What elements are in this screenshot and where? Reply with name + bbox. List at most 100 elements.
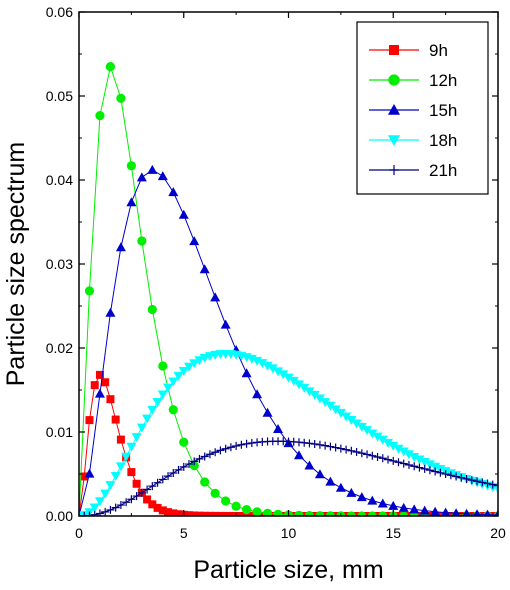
point-15h-40 bbox=[494, 509, 498, 516]
point-15h-38 bbox=[473, 509, 481, 516]
legend-item-9h: 9h bbox=[369, 41, 448, 60]
point-9h-41 bbox=[289, 511, 298, 516]
point-15h-12 bbox=[199, 264, 210, 274]
legend-label-18h: 18h bbox=[429, 131, 457, 150]
point-15h-17 bbox=[252, 389, 263, 399]
point-9h-13 bbox=[143, 495, 152, 504]
point-21h-70 bbox=[441, 470, 450, 479]
point-21h-77 bbox=[478, 478, 487, 487]
point-15h-1 bbox=[84, 468, 95, 478]
point-9h-65 bbox=[415, 512, 424, 516]
point-21h-57 bbox=[373, 452, 382, 461]
point-15h-7 bbox=[147, 164, 158, 174]
y-tick-label-4: 0.04 bbox=[46, 172, 73, 188]
point-15h-19 bbox=[273, 424, 284, 434]
point-9h-45 bbox=[310, 511, 319, 516]
point-21h-8 bbox=[116, 501, 125, 510]
point-18h-17 bbox=[163, 383, 174, 393]
point-21h-14 bbox=[148, 482, 157, 491]
point-21h-15 bbox=[153, 478, 162, 487]
point-21h-76 bbox=[473, 477, 482, 486]
point-15h-10 bbox=[178, 209, 189, 219]
point-12h-11 bbox=[189, 460, 199, 471]
point-18h-65 bbox=[414, 455, 425, 465]
point-12h-9 bbox=[168, 405, 178, 415]
point-21h-44 bbox=[305, 439, 314, 448]
point-12h-10 bbox=[179, 437, 189, 447]
point-12h-5 bbox=[126, 161, 136, 171]
point-21h-56 bbox=[368, 451, 377, 460]
point-9h-7 bbox=[111, 415, 120, 424]
point-21h-27 bbox=[216, 446, 225, 455]
y-axis-title: Particle size spectrum bbox=[2, 142, 30, 387]
point-15h-32 bbox=[409, 504, 420, 514]
point-15h-30 bbox=[388, 500, 399, 510]
point-18h-39 bbox=[278, 370, 289, 380]
point-9h-19 bbox=[174, 510, 183, 516]
point-18h-40 bbox=[283, 373, 294, 383]
point-9h-47 bbox=[321, 512, 330, 516]
point-9h-29 bbox=[226, 511, 235, 516]
point-9h-59 bbox=[384, 512, 393, 516]
point-9h-57 bbox=[373, 512, 382, 516]
point-21h-65 bbox=[415, 463, 424, 472]
x-tick-label-4: 20 bbox=[490, 525, 506, 541]
point-18h-38 bbox=[273, 367, 284, 377]
legend-item-12h: 12h bbox=[369, 71, 457, 90]
point-18h-43 bbox=[299, 383, 310, 393]
point-9h-16 bbox=[158, 506, 167, 515]
point-12h-22 bbox=[304, 510, 315, 516]
point-9h-3 bbox=[90, 381, 99, 390]
point-9h-33 bbox=[247, 511, 256, 516]
point-21h-66 bbox=[420, 464, 429, 473]
point-18h-44 bbox=[304, 387, 315, 397]
point-21h-10 bbox=[127, 495, 136, 504]
point-21h-74 bbox=[462, 474, 471, 483]
point-21h-47 bbox=[321, 441, 330, 450]
point-21h-64 bbox=[410, 462, 419, 471]
point-15h-35 bbox=[440, 507, 451, 516]
point-12h-13 bbox=[210, 488, 220, 498]
point-18h-49 bbox=[330, 405, 341, 415]
point-18h-52 bbox=[346, 415, 357, 425]
point-12h-23 bbox=[315, 511, 325, 516]
point-21h-4 bbox=[95, 509, 104, 516]
point-9h-53 bbox=[352, 512, 361, 516]
point-12h-3 bbox=[105, 62, 116, 72]
point-18h-19 bbox=[173, 371, 184, 381]
point-9h-51 bbox=[342, 512, 351, 516]
point-15h-28 bbox=[367, 495, 378, 505]
point-21h-52 bbox=[347, 446, 356, 455]
point-9h-15 bbox=[153, 503, 162, 512]
point-15h-21 bbox=[293, 450, 304, 460]
point-12h-18 bbox=[262, 508, 273, 516]
point-18h-61 bbox=[393, 444, 404, 454]
series-21h bbox=[79, 437, 498, 516]
point-21h-55 bbox=[363, 450, 372, 459]
point-21h-30 bbox=[232, 441, 241, 450]
point-12h-21 bbox=[294, 510, 304, 516]
y-tick-label-3: 0.03 bbox=[46, 256, 73, 272]
series-line-21h bbox=[79, 440, 498, 516]
point-18h-10 bbox=[126, 442, 137, 452]
point-21h-46 bbox=[315, 440, 324, 449]
x-tick-label-0: 0 bbox=[75, 525, 83, 541]
point-12h-28 bbox=[367, 511, 377, 516]
point-15h-25 bbox=[335, 482, 346, 492]
point-21h-62 bbox=[399, 459, 408, 468]
point-12h-31 bbox=[399, 511, 409, 516]
point-9h-39 bbox=[279, 511, 288, 516]
point-18h-11 bbox=[131, 433, 142, 443]
point-15h-29 bbox=[377, 498, 388, 508]
point-21h-61 bbox=[394, 458, 403, 467]
point-21h-32 bbox=[242, 439, 251, 448]
point-18h-9 bbox=[121, 452, 132, 462]
point-18h-41 bbox=[288, 376, 299, 386]
point-12h-24 bbox=[325, 511, 335, 516]
point-9h-67 bbox=[425, 512, 434, 516]
point-18h-22 bbox=[189, 359, 200, 369]
point-9h-71 bbox=[446, 512, 455, 516]
legend: 9h 12h 15h 18h 21h bbox=[356, 21, 489, 195]
y-tick-label-1: 0.01 bbox=[46, 424, 73, 440]
